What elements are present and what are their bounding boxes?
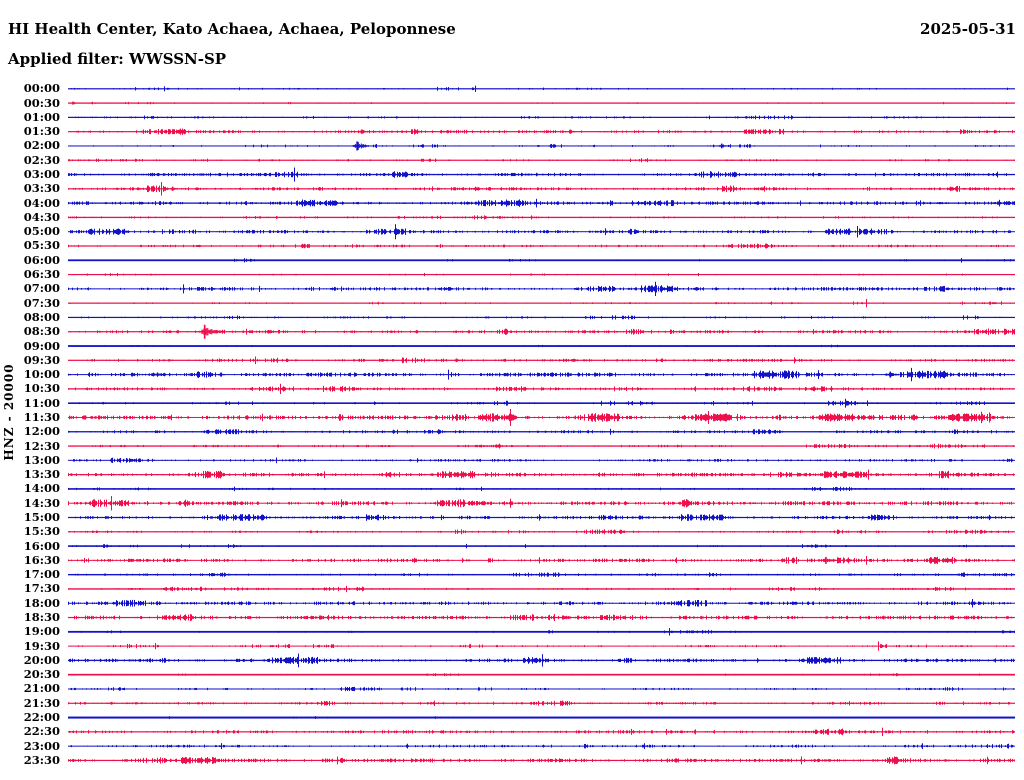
page-title: HI Health Center, Kato Achaea, Achaea, P… bbox=[8, 20, 456, 38]
channel-scale-label: HNZ - 20000 bbox=[2, 363, 16, 461]
filter-label: Applied filter: WWSSN-SP bbox=[8, 50, 227, 68]
date-label: 2025-05-31 bbox=[920, 20, 1016, 38]
